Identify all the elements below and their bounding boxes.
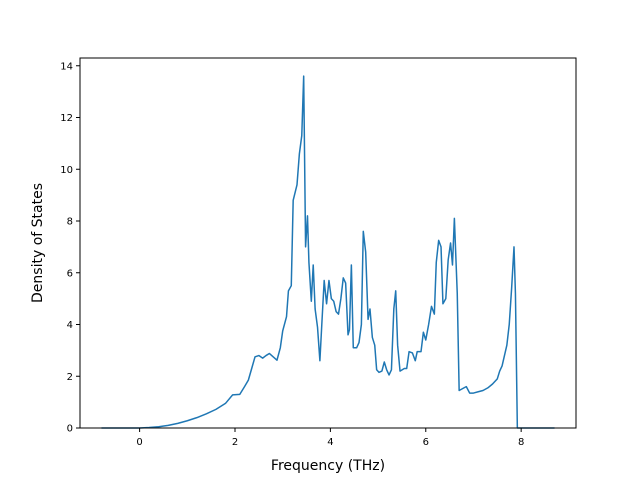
x-tick-label: 0: [136, 437, 142, 448]
plot-frame: [79, 57, 577, 429]
x-tick-label: 6: [423, 437, 429, 448]
y-tick-label: 4: [67, 320, 73, 331]
y-tick-label: 12: [60, 113, 73, 124]
series-layer: [101, 75, 555, 429]
y-tick-label: 14: [60, 61, 73, 72]
plot-area: [80, 58, 576, 428]
y-tick-label: 8: [67, 217, 73, 228]
x-tick-label: 2: [232, 437, 238, 448]
y-axis-label: Density of States: [30, 183, 46, 303]
ticks-layer: 0 2 4 6 8 0 2 4 6 8 10 12 14: [60, 61, 524, 448]
x-tick-label: 8: [518, 437, 524, 448]
x-tick-label: 4: [327, 437, 333, 448]
dos-series-line: [101, 75, 555, 429]
y-tick-label: 0: [67, 424, 73, 435]
y-tick-label: 6: [67, 268, 73, 279]
y-tick-label: 10: [60, 165, 73, 176]
x-axis-label: Frequency (THz): [271, 458, 385, 474]
y-tick-label: 2: [67, 372, 73, 383]
